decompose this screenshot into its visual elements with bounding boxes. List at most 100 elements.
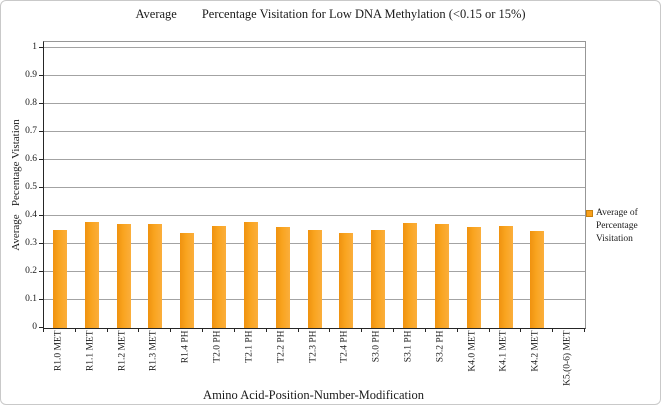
bar-slot bbox=[108, 48, 140, 328]
bar-slot bbox=[235, 48, 267, 328]
x-category-label: S3.2 PH bbox=[435, 330, 446, 363]
y-tick-mark bbox=[39, 131, 43, 132]
x-category-label: T2.2 PH bbox=[276, 330, 287, 363]
bar-S3.2 PH bbox=[434, 224, 449, 328]
legend-line: Average of bbox=[596, 208, 638, 218]
bar-T2.2 PH bbox=[275, 227, 290, 328]
y-tick-label: 0.5 bbox=[25, 182, 37, 192]
plot-area bbox=[43, 41, 586, 329]
bar-K4.0 MET bbox=[466, 227, 481, 328]
legend: Average of Percentage Visitation bbox=[586, 207, 658, 246]
x-category-label: K5.(0-6) MET bbox=[562, 330, 573, 386]
x-tick-mark bbox=[233, 328, 235, 332]
bar-T2.0 PH bbox=[212, 225, 227, 328]
x-tick-mark bbox=[424, 328, 426, 332]
x-category-label: T2.3 PH bbox=[308, 330, 318, 363]
x-tick-mark bbox=[297, 328, 299, 332]
x-tick-mark bbox=[488, 328, 490, 332]
x-category-label: K4.1 MET bbox=[498, 330, 509, 372]
y-tick-mark bbox=[39, 299, 43, 300]
bar-slot bbox=[76, 48, 108, 328]
x-category-label: S3.1 PH bbox=[403, 330, 414, 363]
x-tick-mark bbox=[43, 328, 44, 332]
gridline bbox=[44, 47, 585, 48]
x-category-label: R1.0 MET bbox=[53, 330, 64, 372]
y-tick-mark bbox=[39, 327, 43, 328]
x-tick-mark bbox=[552, 328, 554, 332]
x-tick-mark bbox=[74, 328, 76, 332]
x-category-label: T2.1 PH bbox=[244, 330, 255, 363]
chart-title: Average Percentage Visitation for Low DN… bbox=[135, 7, 526, 21]
bar-R1.3 MET bbox=[148, 224, 163, 328]
bar-slot bbox=[203, 48, 235, 328]
bar-slot bbox=[362, 48, 394, 328]
legend-line: Visitation bbox=[596, 234, 633, 244]
legend-swatch-icon bbox=[586, 210, 593, 217]
x-category-label: R1.2 MET bbox=[117, 330, 128, 372]
bar-slot bbox=[553, 48, 585, 328]
y-tick-mark bbox=[39, 271, 43, 272]
y-tick-label: 0.8 bbox=[25, 98, 37, 108]
bar-S3.1 PH bbox=[403, 223, 418, 328]
bar-K4.2 MET bbox=[530, 231, 545, 328]
gridline bbox=[44, 103, 585, 104]
x-tick-mark bbox=[584, 328, 585, 332]
y-tick-mark bbox=[39, 243, 43, 244]
y-tick-mark bbox=[39, 103, 43, 104]
x-category-label: K4.2 MET bbox=[530, 330, 541, 372]
y-tick-label: 0.2 bbox=[25, 266, 37, 276]
x-tick-mark bbox=[393, 328, 395, 332]
x-axis-title: Amino Acid-Position-Number-Modification bbox=[203, 388, 424, 402]
y-tick-label: 0.9 bbox=[25, 70, 37, 80]
bar-slot bbox=[171, 48, 203, 328]
x-tick-mark bbox=[138, 328, 140, 332]
y-tick-mark bbox=[39, 159, 43, 160]
bar-R1.0 MET bbox=[52, 230, 67, 328]
bar-slot bbox=[267, 48, 299, 328]
gridline bbox=[44, 159, 585, 160]
bar-slot bbox=[458, 48, 490, 328]
bar-slot bbox=[426, 48, 458, 328]
x-category-label: T2.0 PH bbox=[212, 330, 223, 363]
y-tick-label: 0.1 bbox=[25, 294, 37, 304]
y-tick-mark bbox=[39, 215, 43, 216]
bar-R1.1 MET bbox=[84, 221, 99, 328]
x-tick-mark bbox=[456, 328, 458, 332]
bar-slot bbox=[394, 48, 426, 328]
bar-R1.4 PH bbox=[180, 232, 195, 328]
gridline bbox=[44, 187, 585, 188]
bar-T2.1 PH bbox=[243, 221, 258, 328]
x-tick-mark bbox=[265, 328, 267, 332]
bar-slot bbox=[490, 48, 522, 328]
legend-line: Percentage bbox=[596, 221, 638, 231]
y-tick-label: 0.4 bbox=[25, 210, 37, 220]
bars-row bbox=[44, 48, 585, 328]
bar-slot bbox=[139, 48, 171, 328]
y-tick-label: 0.7 bbox=[25, 126, 37, 136]
x-category-label: R1.4 PH bbox=[180, 330, 191, 364]
bar-slot bbox=[299, 48, 331, 328]
bar-slot bbox=[521, 48, 553, 328]
gridline bbox=[44, 215, 585, 216]
bar-slot bbox=[330, 48, 362, 328]
x-category-label: K4.0 MET bbox=[467, 330, 478, 372]
x-tick-mark bbox=[329, 328, 331, 332]
gridline bbox=[44, 75, 585, 76]
y-tick-label: 0.6 bbox=[25, 154, 37, 164]
y-tick-label: 0.3 bbox=[25, 238, 37, 248]
x-tick-mark bbox=[170, 328, 172, 332]
bar-T2.4 PH bbox=[339, 232, 354, 328]
gridline bbox=[44, 131, 585, 132]
y-tick-label: 1 bbox=[32, 42, 37, 52]
bar-R1.2 MET bbox=[116, 224, 131, 328]
y-tick-label: 0 bbox=[32, 322, 37, 332]
y-tick-mark bbox=[39, 75, 43, 76]
bar-T2.3 PH bbox=[307, 230, 322, 328]
bar-S3.0 PH bbox=[371, 230, 386, 328]
x-tick-mark bbox=[106, 328, 108, 332]
x-category-label: R1.3 MET bbox=[148, 330, 159, 372]
x-tick-mark bbox=[361, 328, 363, 332]
x-category-label: R1.1 MET bbox=[85, 330, 96, 372]
x-category-label: S3.0 PH bbox=[371, 330, 382, 363]
